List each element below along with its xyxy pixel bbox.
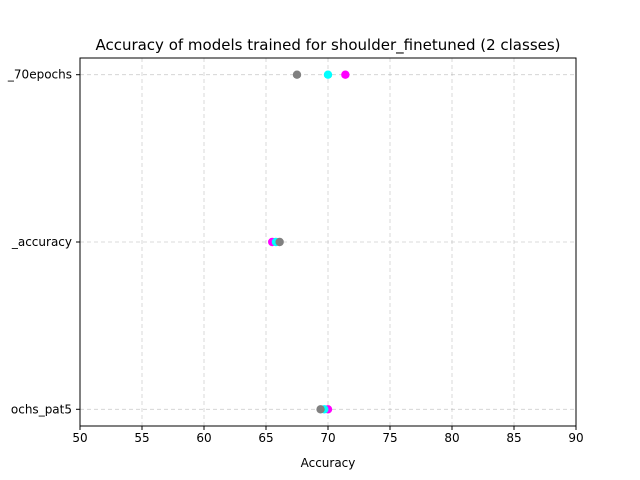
x-tick-label: 65 xyxy=(258,431,273,445)
x-tick-label: 50 xyxy=(72,431,87,445)
x-ticks: 50 55 60 65 70 75 80 85 90 xyxy=(72,426,584,445)
x-tick-label: 80 xyxy=(444,431,459,445)
y-tick-label: _70epochs xyxy=(7,68,72,82)
y-tick-label: _accuracy xyxy=(11,235,72,249)
data-point xyxy=(275,237,284,247)
data-point xyxy=(316,405,325,414)
data-point xyxy=(292,70,302,79)
x-axis-label: Accuracy xyxy=(301,456,356,470)
y-ticks: _70epochs _accuracy ochs_pat5 xyxy=(7,68,80,416)
y-tick-label: ochs_pat5 xyxy=(11,402,72,416)
x-tick-label: 85 xyxy=(506,431,521,445)
x-tick-label: 75 xyxy=(382,431,397,445)
data-point xyxy=(323,70,333,79)
x-tick-label: 90 xyxy=(568,431,583,445)
data-point xyxy=(341,70,350,79)
points-layer xyxy=(268,70,350,414)
x-tick-label: 55 xyxy=(134,431,149,445)
x-tick-label: 70 xyxy=(320,431,335,445)
chart-title: Accuracy of models trained for shoulder_… xyxy=(95,36,560,55)
x-tick-label: 60 xyxy=(196,431,211,445)
